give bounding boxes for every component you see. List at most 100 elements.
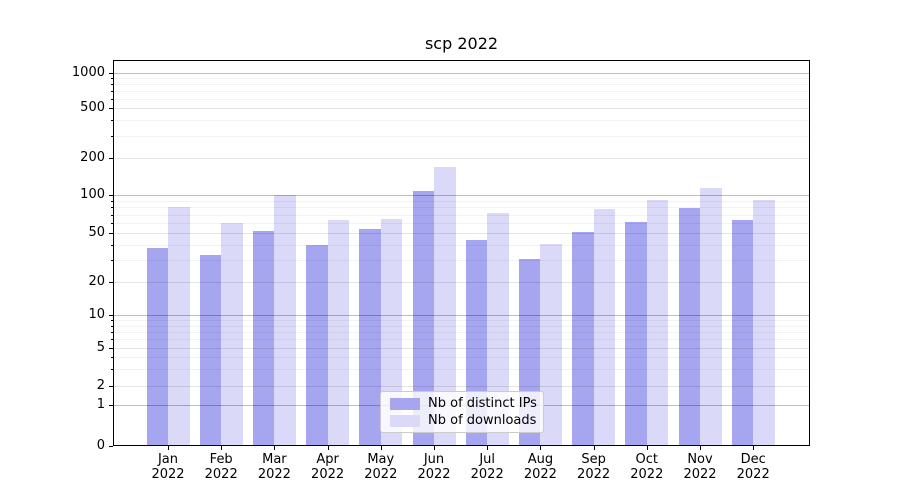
chart-title: scp 2022	[424, 34, 499, 53]
y-tick-mark	[109, 108, 113, 109]
y-minor-tick-mark	[111, 357, 113, 359]
y-tick-label: 10	[88, 307, 105, 322]
sub-gridline	[113, 348, 810, 349]
bar-downloads	[274, 195, 296, 446]
bar-downloads	[753, 199, 775, 446]
x-tick-label: Jan 2022	[151, 452, 185, 482]
x-tick-mark	[700, 446, 701, 450]
bar-downloads	[700, 187, 722, 446]
major-gridline	[113, 73, 810, 74]
x-tick-mark	[221, 446, 223, 450]
y-minor-tick-mark	[111, 339, 113, 341]
x-tick-mark	[168, 446, 169, 450]
bar-distinct-ips	[359, 228, 381, 446]
x-tick-mark	[380, 446, 382, 450]
x-tick-mark	[646, 446, 648, 450]
legend-entry-distinct-ips: Nb of distinct IPs	[390, 396, 537, 411]
bar-distinct-ips	[678, 207, 700, 446]
minor-gridline	[113, 200, 810, 202]
sub-gridline	[113, 108, 810, 109]
bar-distinct-ips	[252, 230, 275, 446]
y-tick-mark	[109, 233, 113, 234]
bar-downloads	[168, 207, 190, 446]
x-tick-label: Jul 2022	[470, 452, 504, 482]
minor-gridline	[113, 214, 810, 216]
x-tick-mark	[434, 446, 435, 450]
y-tick-label: 0	[96, 438, 105, 453]
y-tick-mark	[109, 282, 113, 283]
minor-gridline	[113, 91, 810, 92]
minor-gridline	[113, 84, 810, 86]
minor-gridline	[113, 320, 810, 322]
legend-label-downloads: Nb of downloads	[428, 413, 537, 428]
minor-gridline	[113, 244, 810, 246]
y-minor-tick-mark	[111, 84, 113, 86]
legend-entry-downloads: Nb of downloads	[390, 413, 537, 428]
bar-distinct-ips	[199, 255, 222, 446]
y-tick-label: 500	[80, 100, 105, 115]
x-tick-mark	[540, 446, 542, 450]
bar-downloads	[380, 218, 403, 446]
sub-gridline	[113, 158, 810, 159]
bar-downloads	[487, 213, 509, 446]
bar-distinct-ips	[625, 222, 647, 446]
bar-distinct-ips	[572, 231, 594, 446]
y-minor-tick-mark	[111, 207, 113, 209]
bar-downloads	[327, 220, 350, 446]
y-tick-label: 1000	[71, 65, 105, 80]
y-tick-mark	[109, 195, 113, 196]
y-minor-tick-mark	[111, 325, 113, 327]
x-tick-mark	[753, 446, 755, 450]
y-tick-label: 100	[80, 187, 105, 202]
minor-gridline	[113, 98, 810, 100]
bar-distinct-ips	[412, 190, 434, 446]
x-tick-label: Mar 2022	[257, 452, 291, 482]
x-tick-mark	[274, 446, 276, 450]
y-minor-tick-mark	[111, 214, 113, 216]
y-tick-mark	[109, 158, 113, 159]
minor-gridline	[113, 260, 810, 262]
bar-downloads	[221, 223, 243, 446]
y-minor-tick-mark	[111, 320, 113, 322]
legend-swatch-downloads	[390, 414, 420, 427]
x-tick-label: Jun 2022	[417, 452, 451, 482]
legend: Nb of distinct IPs Nb of downloads	[380, 391, 544, 433]
y-tick-mark	[109, 446, 113, 447]
x-tick-label: Feb 2022	[204, 452, 238, 482]
y-tick-mark	[109, 386, 113, 387]
y-tick-mark	[109, 315, 113, 316]
y-minor-tick-mark	[111, 98, 113, 100]
y-tick-label: 2	[96, 378, 105, 393]
y-minor-tick-mark	[111, 135, 113, 137]
y-tick-mark	[109, 73, 113, 74]
y-tick-label: 5	[96, 340, 105, 355]
y-minor-tick-mark	[111, 200, 113, 202]
y-tick-mark	[109, 348, 113, 349]
y-minor-tick-mark	[111, 91, 113, 92]
sub-gridline	[113, 233, 810, 234]
x-tick-label: Dec 2022	[736, 452, 770, 482]
x-tick-mark	[327, 446, 329, 450]
x-tick-mark	[593, 446, 595, 450]
y-minor-tick-mark	[111, 331, 113, 333]
minor-gridline	[113, 325, 810, 327]
y-minor-tick-mark	[111, 223, 113, 224]
bar-downloads	[540, 243, 562, 446]
bar-downloads	[434, 166, 456, 446]
bar-downloads	[593, 209, 616, 446]
bar-distinct-ips	[146, 247, 168, 446]
major-gridline	[113, 315, 810, 316]
minor-gridline	[113, 135, 810, 137]
minor-gridline	[113, 369, 810, 371]
bar-downloads	[646, 199, 669, 446]
axes-frame	[113, 60, 810, 446]
minor-gridline	[113, 339, 810, 341]
sub-gridline	[113, 386, 810, 387]
sub-gridline	[113, 282, 810, 283]
bar-distinct-ips	[306, 244, 328, 446]
minor-gridline	[113, 207, 810, 209]
x-tick-mark	[487, 446, 489, 450]
x-tick-label: May 2022	[364, 452, 398, 482]
y-minor-tick-mark	[111, 260, 113, 262]
